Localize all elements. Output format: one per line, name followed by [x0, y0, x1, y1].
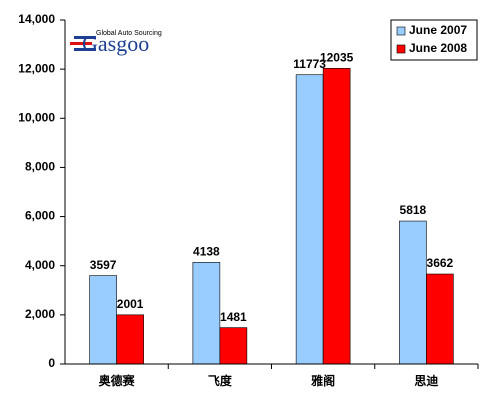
y-tick-label: 14,000 — [18, 12, 55, 26]
legend-label: June 2008 — [409, 41, 467, 55]
x-tick-label: 奥德赛 — [99, 373, 136, 388]
y-tick-label: 2,000 — [25, 307, 55, 321]
logo-stripe — [74, 48, 96, 51]
legend-swatch — [396, 44, 406, 54]
value-label: 5818 — [400, 203, 427, 217]
value-label: 12035 — [320, 50, 354, 64]
logo-text: Gasgoo — [82, 31, 149, 56]
value-label: 3662 — [427, 256, 454, 270]
legend-swatch — [396, 26, 406, 36]
value-label: 3597 — [90, 258, 117, 272]
bar — [89, 275, 117, 365]
y-tick-label: 12,000 — [18, 61, 55, 75]
y-tick-label: 0 — [48, 356, 55, 370]
legend-box — [390, 19, 478, 61]
bar — [116, 314, 144, 365]
value-label: 2001 — [117, 297, 144, 311]
logo-tagline: Global Auto Sourcing — [96, 30, 162, 37]
bar — [295, 74, 324, 365]
legend-label: June 2007 — [409, 23, 467, 37]
logo-stripe — [70, 42, 92, 45]
y-tick-label: 6,000 — [25, 209, 55, 223]
bar — [192, 262, 221, 365]
value-label: 4138 — [193, 244, 220, 258]
bar — [219, 327, 248, 365]
bar — [399, 220, 427, 365]
x-tick-label: 思迪 — [414, 373, 438, 388]
y-tick-label: 8,000 — [25, 160, 55, 174]
bar — [426, 273, 454, 365]
y-tick-label: 4,000 — [25, 258, 55, 272]
x-tick-label: 雅阁 — [310, 373, 335, 388]
value-label: 11773 — [293, 57, 326, 71]
x-tick-label: 飞度 — [208, 373, 233, 388]
logo: Global Auto Sourcing Gasgoo — [70, 30, 162, 56]
y-tick-label: 10,000 — [18, 110, 55, 124]
bar — [322, 67, 351, 365]
value-label: 1481 — [220, 310, 247, 324]
logo-stripe — [74, 36, 96, 39]
